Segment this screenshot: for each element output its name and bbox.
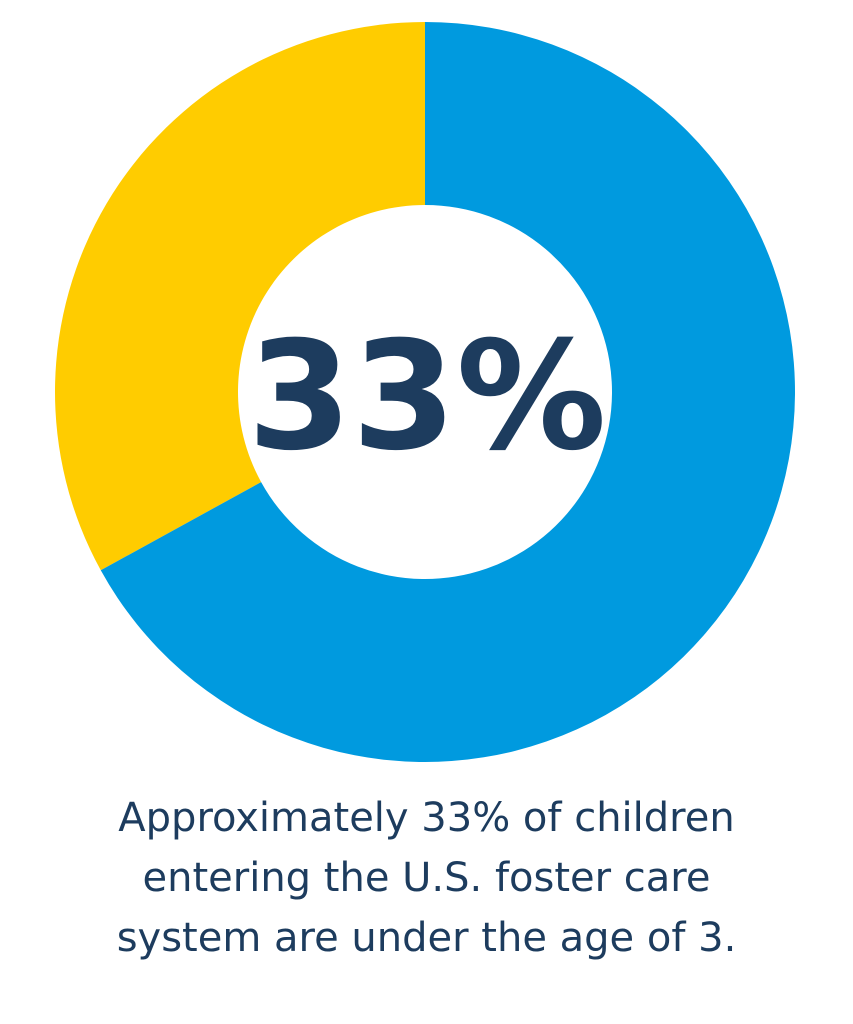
caption-line-3: system are under the age of 3. — [116, 915, 737, 961]
caption-line-1: Approximately 33% of children — [118, 795, 735, 841]
donut-chart: 33% — [54, 22, 795, 762]
donut-slice-2 — [100, 22, 795, 762]
center-percentage-label: 33% — [247, 310, 606, 484]
caption: Approximately 33% of children entering t… — [0, 788, 853, 968]
caption-line-2: entering the U.S. foster care — [142, 855, 711, 901]
donut-slice-1 — [54, 22, 425, 571]
